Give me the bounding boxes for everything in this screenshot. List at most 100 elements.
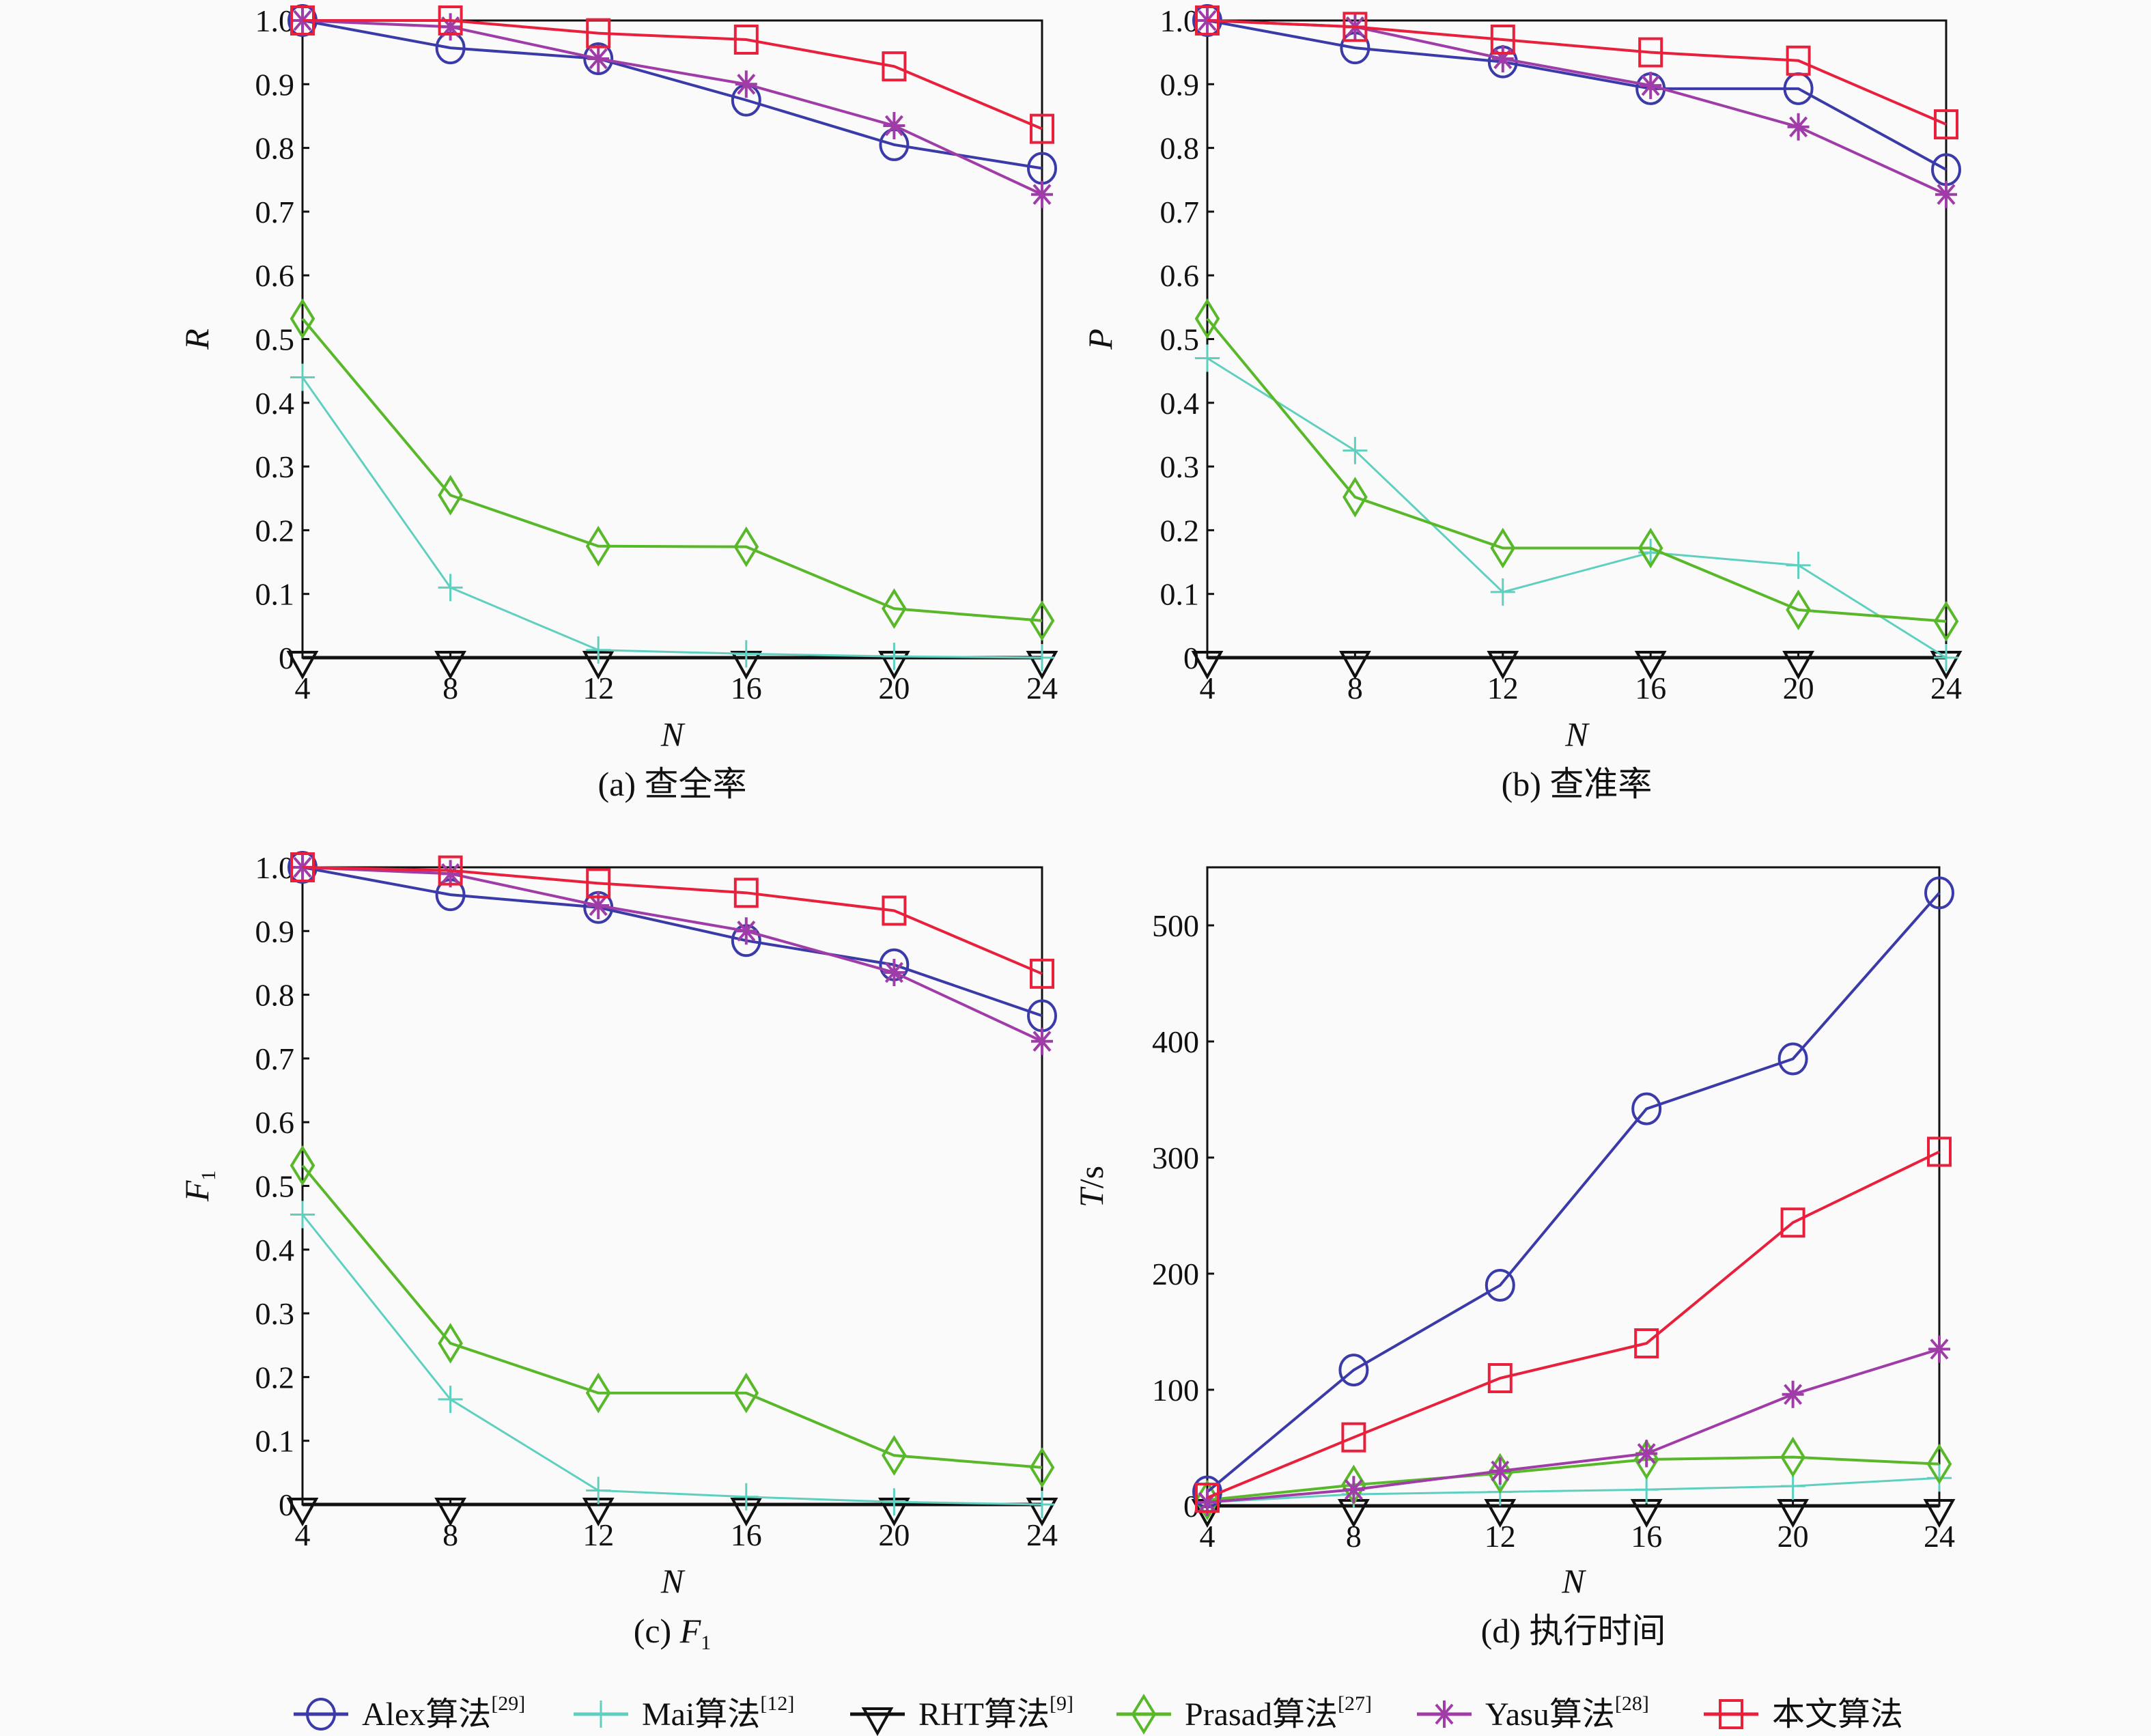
series-line-mai [1207,1476,1940,1504]
series-alex [1192,876,1954,1509]
data-point-yasu [1928,1335,1950,1363]
data-point-prasad [1029,600,1055,641]
series-yasu [1196,7,1957,208]
series-prasad [290,1145,1055,1488]
data-point-ours [1342,12,1368,42]
x-tick-label: 4 [1200,671,1215,705]
data-point-yasu [1635,1440,1658,1468]
y-tick-label: 0.5 [255,1169,295,1204]
panel-caption: (d) 执行时间 [1481,1612,1666,1650]
y-tick-label: 0.4 [255,1233,295,1268]
series-line-yasu [302,866,1043,1043]
data-point-prasad [882,588,907,629]
legend-item-mai: Mai算法[12] [574,1692,794,1733]
legend-marker-ours [1719,1699,1743,1729]
x-tick-label: 8 [1346,1519,1362,1554]
y-tick-label: 0.2 [1160,513,1200,548]
data-point-prasad [438,1323,463,1364]
data-point-ours [438,855,463,886]
series-yasu [292,854,1053,1055]
series-ours [290,5,1054,144]
y-tick-label: 0.7 [255,1041,295,1076]
series-line-prasad [1206,318,1947,623]
legend-reference: [29] [491,1692,525,1715]
legend-item-rht: RHT算法[9] [850,1692,1073,1736]
series-line-mai [301,376,1043,659]
y-tick-label: 0.2 [255,1360,295,1395]
data-point-yasu [1640,72,1662,100]
series-mai [290,1201,1054,1518]
data-point-ours [1927,1136,1952,1167]
plot-frame [1206,866,1941,1507]
data-point-prasad [1490,527,1516,569]
y-tick-label: 0.9 [255,914,295,949]
data-point-mai [1634,1476,1659,1504]
series-ours [1195,1136,1952,1513]
data-point-prasad [290,298,315,339]
series-line-ours [302,866,1043,975]
data-point-ours [733,878,759,908]
y-axis-label: P [1081,328,1119,350]
data-point-yasu [439,860,462,888]
data-point-ours [733,24,759,55]
y-tick-label: 400 [1152,1024,1199,1059]
data-point-mai [1934,644,1958,671]
data-point-ours [1780,1207,1805,1238]
data-point-prasad [733,1372,759,1414]
y-tick-label: 0.1 [1160,577,1200,612]
data-point-prasad [1933,601,1959,642]
panel-caption: (c) F1 [634,1612,712,1654]
y-tick-label: 0.7 [255,195,295,229]
plot-frame [301,866,1043,1506]
data-point-prasad [733,526,759,568]
legend-label: Mai算法[12] [642,1692,794,1733]
y-tick-label: 0.3 [1160,449,1200,484]
data-point-mai [1030,644,1054,671]
data-point-rht [1487,651,1519,680]
y-tick-label: 0.3 [255,1296,295,1331]
series-line-mai [301,1214,1043,1506]
data-point-mai [1195,344,1220,372]
data-point-ours [586,868,611,899]
panel-caption: (b) 查准率 [1502,765,1653,803]
data-point-mai [1786,551,1811,579]
legend-reference: [28] [1615,1692,1649,1715]
legend-item-alex: Alex算法[29] [294,1692,525,1733]
series-line-yasu [1207,1347,1940,1504]
y-tick-label: 0.8 [255,978,295,1013]
data-point-yasu [1787,113,1810,141]
series-ours [1195,5,1958,140]
data-point-mai [586,636,611,664]
data-point-mai [290,363,315,391]
data-point-rht [1339,651,1371,680]
data-point-mai [1030,1491,1054,1518]
series-line-alex [302,866,1043,1018]
data-point-mai [290,1201,315,1229]
series-line-prasad [301,1164,1043,1469]
data-point-alex [1777,1042,1808,1076]
data-point-rht [286,651,319,680]
data-point-yasu [1491,44,1514,72]
data-point-rht [434,651,466,680]
series-alex [287,851,1057,1033]
y-tick-label: 0.8 [255,131,295,166]
y-tick-label: 0.1 [255,1424,295,1459]
legend-label: 本文算法 [1772,1696,1903,1733]
data-point-alex [1924,876,1954,910]
data-point-prasad [882,1435,907,1476]
data-point-yasu [1489,1457,1511,1485]
series-prasad [290,298,1055,641]
legend-marker-yasu [1433,1700,1455,1728]
data-point-ours [1634,1328,1659,1358]
panel-b-precision: 00.10.20.30.40.50.60.70.80.91.04 8 12 16 20 2… [1081,3,1963,803]
data-point-rht [434,1498,466,1527]
y-tick-label: 0.3 [255,449,295,484]
data-point-prasad [1926,1443,1952,1485]
legend-label: Alex算法[29] [362,1692,525,1733]
x-axis-label: N [660,715,686,753]
data-point-ours [1490,24,1515,55]
y-tick-label: 0.5 [255,322,295,357]
y-tick-label: 0.9 [255,67,295,102]
series-yasu [1196,1335,1950,1516]
y-tick-label: 100 [1152,1373,1199,1408]
